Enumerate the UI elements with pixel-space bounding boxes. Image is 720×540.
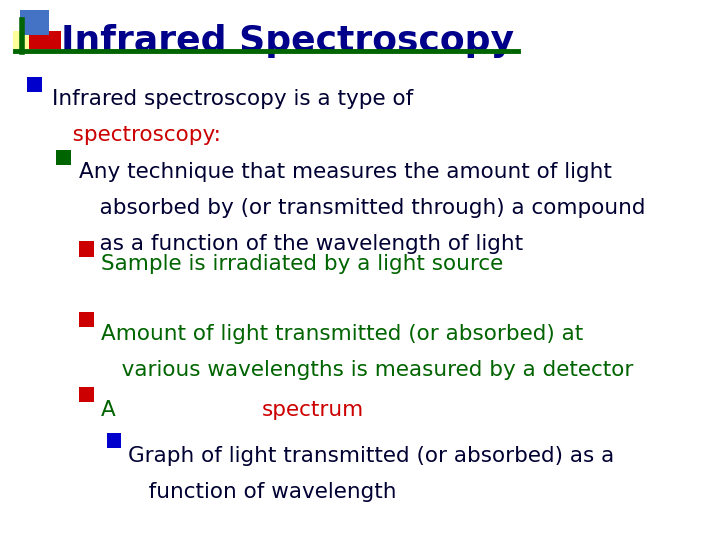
Text: function of wavelength: function of wavelength [128,482,397,502]
Bar [56,150,71,165]
Text: spectrum: spectrum [261,400,364,420]
Text: A: A [101,400,122,420]
Bar [13,31,45,49]
Text: Infrared spectroscopy is a type of: Infrared spectroscopy is a type of [52,89,420,109]
Bar [79,241,94,256]
Text: spectroscopy:: spectroscopy: [52,125,221,145]
Bar [79,312,94,327]
Text: Infrared Spectroscopy: Infrared Spectroscopy [61,24,514,58]
Text: various wavelengths is measured by a detector: various wavelengths is measured by a det… [101,360,633,380]
Text: Graph of light transmitted (or absorbed) as a: Graph of light transmitted (or absorbed)… [128,446,614,465]
Text: as a function of the wavelength of light: as a function of the wavelength of light [79,234,523,254]
Bar [29,31,60,49]
Text: Amount of light transmitted (or absorbed) at: Amount of light transmitted (or absorbed… [101,324,583,344]
Bar [79,387,94,402]
Text: Any technique that measures the amount of light: Any technique that measures the amount o… [79,162,612,182]
Bar [19,10,49,35]
Text: absorbed by (or transmitted through) a compound: absorbed by (or transmitted through) a c… [79,198,646,218]
Bar [107,433,121,448]
Bar [27,77,42,92]
Text: Sample is irradiated by a light source: Sample is irradiated by a light source [101,254,503,274]
